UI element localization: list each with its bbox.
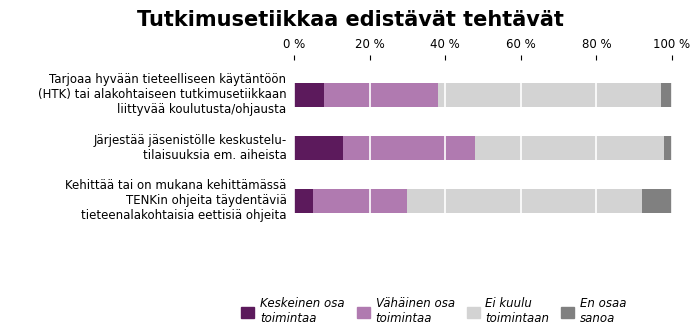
Bar xyxy=(407,189,642,213)
Text: Järjestää jäsenistölle keskustelu-
tilaisuuksia em. aiheista: Järjestää jäsenistölle keskustelu- tilai… xyxy=(93,134,286,162)
Bar xyxy=(642,189,672,213)
Text: Kehittää tai on mukana kehittämässä
TENKin ohjeita täydentäviä
tieteenalakohtais: Kehittää tai on mukana kehittämässä TENK… xyxy=(65,179,286,222)
Bar xyxy=(294,136,343,160)
Legend: Keskeinen osa
toimintaa, Vähäinen osa
toimintaa, Ei kuulu
toimintaan, En osaa
sa: Keskeinen osa toimintaa, Vähäinen osa to… xyxy=(237,293,631,330)
Bar xyxy=(294,83,324,107)
Bar xyxy=(475,136,664,160)
Bar xyxy=(324,83,438,107)
Text: Tutkimusetiikkaa edistävät tehtävät: Tutkimusetiikkaa edistävät tehtävät xyxy=(136,10,564,30)
Bar xyxy=(438,83,661,107)
Bar xyxy=(343,136,475,160)
Bar xyxy=(664,136,672,160)
Bar xyxy=(313,189,407,213)
Bar xyxy=(294,189,313,213)
Text: Tarjoaa hyvään tieteelliseen käytäntöön
(HTK) tai alakohtaiseen tutkimusetiikkaa: Tarjoaa hyvään tieteelliseen käytäntöön … xyxy=(38,73,286,116)
Bar xyxy=(661,83,672,107)
